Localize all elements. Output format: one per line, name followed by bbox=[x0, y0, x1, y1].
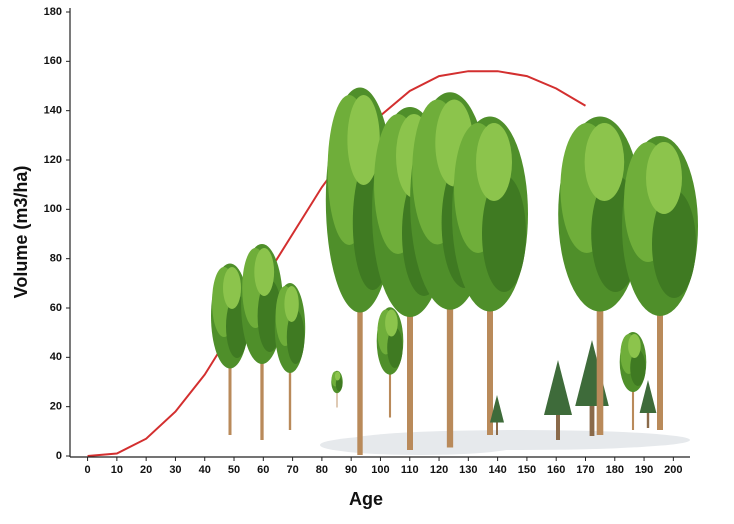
y-tick-label: 180 bbox=[44, 6, 62, 18]
x-tick-label: 90 bbox=[345, 464, 357, 476]
x-tick-label: 150 bbox=[518, 464, 536, 476]
y-tick-label: 140 bbox=[44, 105, 62, 117]
x-tick-label: 30 bbox=[169, 464, 181, 476]
x-tick-label: 20 bbox=[140, 464, 152, 476]
x-axis-label: Age bbox=[349, 489, 383, 509]
x-tick-label: 130 bbox=[459, 464, 477, 476]
x-tick-label: 60 bbox=[257, 464, 269, 476]
x-tick-label: 160 bbox=[547, 464, 565, 476]
x-tick-label: 110 bbox=[401, 464, 419, 476]
x-tick-label: 200 bbox=[664, 464, 682, 476]
y-tick-label: 60 bbox=[50, 302, 62, 314]
y-tick-label: 120 bbox=[44, 154, 62, 166]
y-tick-label: 100 bbox=[44, 203, 62, 215]
x-tick-label: 100 bbox=[371, 464, 389, 476]
x-tick-label: 180 bbox=[606, 464, 624, 476]
x-tick-label: 40 bbox=[199, 464, 211, 476]
x-tick-label: 0 bbox=[85, 464, 91, 476]
x-tick-label: 190 bbox=[635, 464, 653, 476]
x-tick-label: 80 bbox=[316, 464, 328, 476]
y-tick-label: 0 bbox=[56, 450, 62, 462]
x-tick-label: 120 bbox=[430, 464, 448, 476]
chart: Age Volume (m3/ha) 020406080100120140160… bbox=[0, 0, 734, 519]
x-tick-label: 140 bbox=[488, 464, 506, 476]
y-tick-label: 80 bbox=[50, 253, 62, 265]
x-tick-label: 10 bbox=[111, 464, 123, 476]
x-tick-label: 170 bbox=[576, 464, 594, 476]
x-tick-label: 50 bbox=[228, 464, 240, 476]
y-tick-label: 40 bbox=[50, 351, 62, 363]
y-tick-label: 20 bbox=[50, 401, 62, 413]
tree-illustration bbox=[211, 88, 698, 456]
x-tick-label: 70 bbox=[286, 464, 298, 476]
y-tick-label: 160 bbox=[44, 55, 62, 67]
y-axis-label: Volume (m3/ha) bbox=[11, 166, 31, 299]
